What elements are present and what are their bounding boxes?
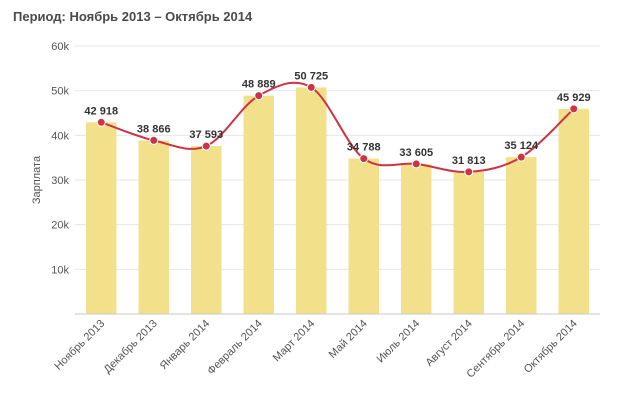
y-tick-label: 50k — [51, 86, 69, 98]
bar — [296, 87, 327, 314]
data-point — [516, 152, 526, 162]
data-label: 33 605 — [399, 147, 433, 159]
y-axis-label: Зарплата — [31, 155, 43, 204]
bar — [401, 163, 432, 314]
y-axis-ticks: 10k 20k 30k 40k 50k 60k — [51, 41, 69, 276]
x-tick-label: Февраль 2014 — [205, 318, 265, 378]
data-label: 35 124 — [504, 140, 539, 152]
bar — [138, 140, 169, 314]
data-label: 50 725 — [294, 70, 328, 82]
data-point — [359, 154, 369, 164]
data-point — [149, 135, 159, 145]
x-tick-label: Май 2014 — [327, 318, 370, 361]
bar — [506, 157, 537, 314]
data-point — [411, 159, 421, 169]
data-label: 45 929 — [557, 92, 591, 104]
data-label: 38 866 — [137, 123, 171, 135]
bar — [453, 171, 484, 314]
data-label: 48 889 — [242, 79, 276, 91]
data-label: 34 788 — [347, 142, 381, 154]
data-point — [306, 82, 316, 92]
data-point — [96, 117, 106, 127]
data-point — [201, 141, 211, 151]
x-tick-label: Январь 2014 — [158, 318, 213, 373]
bar — [86, 122, 117, 315]
x-tick-label: Июль 2014 — [375, 318, 423, 366]
x-tick-label: Март 2014 — [271, 318, 318, 365]
x-tick-label: Декабрь 2013 — [102, 318, 160, 376]
salary-line — [100, 81, 575, 173]
data-point — [569, 104, 579, 114]
points — [96, 82, 579, 177]
data-labels: 42 918 38 866 37 593 48 889 50 725 34 788 33 6… — [84, 70, 590, 166]
bars — [86, 87, 589, 315]
chart-title: Период: Ноябрь 2013 – Октябрь 2014 — [13, 9, 253, 24]
data-label: 31 813 — [452, 155, 486, 167]
data-label: 37 593 — [189, 129, 223, 141]
bar — [558, 108, 589, 314]
x-tick-label: Сентябрь 2014 — [465, 318, 528, 381]
bar — [348, 158, 379, 314]
data-label: 42 918 — [84, 105, 118, 117]
bar — [191, 146, 222, 314]
y-tick-label: 60k — [51, 41, 69, 53]
y-tick-label: 40k — [51, 130, 69, 142]
bar — [243, 95, 274, 314]
data-point — [254, 91, 264, 101]
y-tick-label: 10k — [51, 264, 69, 276]
data-point — [464, 167, 474, 177]
x-tick-label: Август 2014 — [424, 318, 475, 369]
y-tick-label: 20k — [51, 220, 69, 232]
x-tick-label: Октябрь 2014 — [522, 318, 580, 376]
x-tick-label: Ноябрь 2013 — [52, 318, 107, 373]
y-tick-label: 30k — [51, 175, 69, 187]
